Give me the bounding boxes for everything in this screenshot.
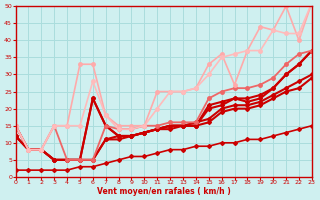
X-axis label: Vent moyen/en rafales ( km/h ): Vent moyen/en rafales ( km/h ) (97, 187, 230, 196)
